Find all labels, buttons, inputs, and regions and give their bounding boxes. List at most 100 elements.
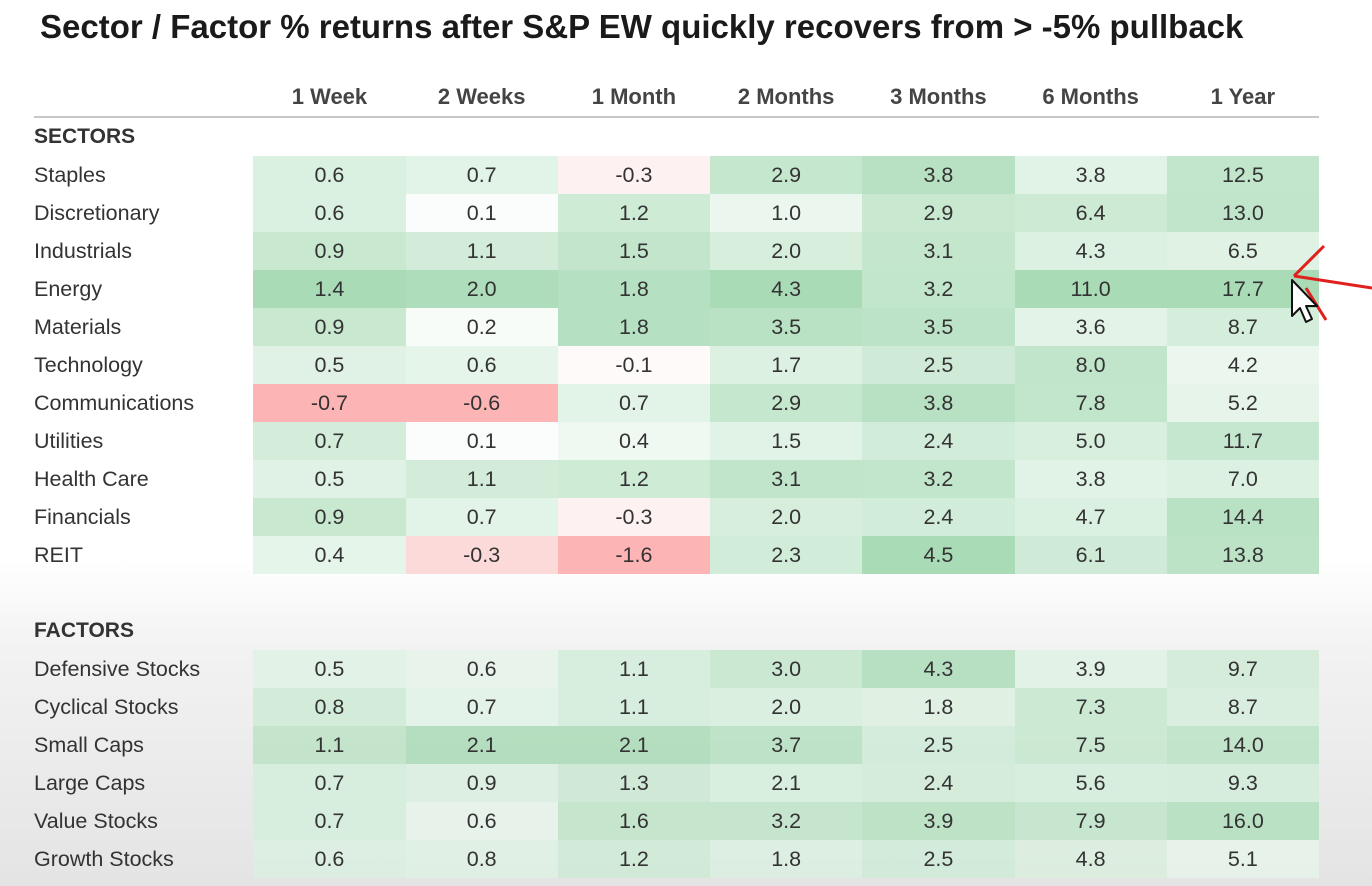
column-header: 1 Year [1166, 78, 1319, 118]
heatmap-cell: 13.0 [1166, 194, 1319, 232]
heatmap-cell: 1.0 [710, 194, 863, 232]
heatmap-cell: -0.1 [557, 346, 711, 384]
heatmap-cell: 0.6 [405, 802, 558, 840]
heatmap-cell: 3.8 [862, 384, 1015, 422]
heatmap-cell: 4.7 [1014, 498, 1167, 536]
heatmap-cell: 4.5 [862, 536, 1015, 574]
heatmap-cell: 0.9 [253, 308, 406, 346]
column-header: 2 Months [710, 78, 863, 118]
heatmap-cell: 1.5 [557, 232, 711, 270]
heatmap-cell: -0.3 [557, 156, 711, 194]
table-row: Large Caps 0.7 0.9 1.3 2.1 2.4 5.6 9.3 [34, 764, 1319, 802]
heatmap-cell: 9.7 [1166, 650, 1319, 688]
table-row: Value Stocks 0.7 0.6 1.6 3.2 3.9 7.9 16.0 [34, 802, 1319, 840]
heatmap-cell: 0.6 [405, 346, 558, 384]
heatmap-cell: 1.8 [557, 270, 711, 308]
heatmap-cell: 1.8 [557, 308, 711, 346]
spacer-cell [34, 574, 1319, 612]
heatmap-cell: 13.8 [1166, 536, 1319, 574]
heatmap-cell: 1.5 [710, 422, 863, 460]
table-row: REIT 0.4 -0.3 -1.6 2.3 4.5 6.1 13.8 [34, 536, 1319, 574]
annotation-arrow-cursor-icon [1291, 244, 1372, 323]
row-label: Industrials [34, 238, 132, 263]
row-label: REIT [34, 542, 83, 567]
section-label: FACTORS [34, 619, 134, 642]
heatmap-cell: 0.4 [253, 536, 406, 574]
heatmap-cell: -0.3 [405, 536, 558, 574]
row-label: Growth Stocks [34, 846, 174, 871]
heatmap-cell: 3.5 [710, 308, 863, 346]
heatmap-cell: 2.0 [710, 232, 863, 270]
heatmap-cell: 2.5 [862, 726, 1015, 764]
heatmap-cell: 7.5 [1014, 726, 1167, 764]
heatmap-cell: 5.1 [1166, 840, 1319, 878]
row-label: Small Caps [34, 732, 144, 757]
heatmap-cell: 1.2 [557, 460, 711, 498]
heatmap-cell: 2.1 [557, 726, 711, 764]
row-label: Materials [34, 314, 122, 339]
heatmap-cell: 2.4 [862, 422, 1015, 460]
table-row: Small Caps 1.1 2.1 2.1 3.7 2.5 7.5 14.0 [34, 726, 1319, 764]
heatmap-cell: 6.1 [1014, 536, 1167, 574]
heatmap-cell: 0.8 [405, 840, 558, 878]
table-row: Industrials 0.9 1.1 1.5 2.0 3.1 4.3 6.5 [34, 232, 1319, 270]
heatmap-cell: -0.7 [253, 384, 406, 422]
heatmap-cell: 2.5 [862, 346, 1015, 384]
column-header: 1 Month [557, 78, 711, 118]
heatmap-cell: 1.7 [710, 346, 863, 384]
section-label: SECTORS [34, 125, 136, 148]
table-row: Defensive Stocks 0.5 0.6 1.1 3.0 4.3 3.9 9.7 [34, 650, 1319, 688]
heatmap-cell: 0.7 [405, 498, 558, 536]
heatmap-cell: 11.7 [1166, 422, 1319, 460]
table-row: Discretionary 0.6 0.1 1.2 1.0 2.9 6.4 13.0 [34, 194, 1319, 232]
table-row: Utilities 0.7 0.1 0.4 1.5 2.4 5.0 11.7 [34, 422, 1319, 460]
heatmap-cell: 1.8 [862, 688, 1015, 726]
row-label: Health Care [34, 466, 149, 491]
heatmap-cell: 4.3 [710, 270, 863, 308]
heatmap-cell: 7.3 [1014, 688, 1167, 726]
heatmap-cell: 2.9 [710, 156, 863, 194]
heatmap-cell: 3.2 [862, 270, 1015, 308]
heatmap-cell: 0.7 [405, 156, 558, 194]
heatmap-cell: 0.7 [405, 688, 558, 726]
heatmap-cell: 0.7 [253, 764, 406, 802]
header-row: 1 Week 2 Weeks 1 Month 2 Months 3 Months 6 Mo… [34, 78, 1319, 118]
row-label: Large Caps [34, 770, 146, 795]
heatmap-cell: 1.3 [557, 764, 711, 802]
heatmap-cell: 0.5 [253, 460, 406, 498]
heatmap-cell: 7.8 [1014, 384, 1167, 422]
heatmap-cell: 0.5 [253, 346, 406, 384]
heatmap-cell: 1.1 [557, 650, 711, 688]
heatmap-cell: 7.0 [1166, 460, 1319, 498]
heatmap-cell: 1.1 [405, 232, 558, 270]
column-header: 3 Months [862, 78, 1015, 118]
heatmap-cell: 1.1 [405, 460, 558, 498]
table-row: Energy 1.4 2.0 1.8 4.3 3.2 11.0 17.7 [34, 270, 1319, 308]
row-label: Discretionary [34, 200, 160, 225]
heatmap-cell: 2.1 [405, 726, 558, 764]
table-row: Cyclical Stocks 0.8 0.7 1.1 2.0 1.8 7.3 8.7 [34, 688, 1319, 726]
heatmap-cell: 8.7 [1166, 688, 1319, 726]
heatmap-cell: 2.9 [862, 194, 1015, 232]
heatmap-cell: 16.0 [1166, 802, 1319, 840]
chart-title: Sector / Factor % returns after S&P EW q… [40, 8, 1244, 45]
row-label: Defensive Stocks [34, 656, 201, 681]
heatmap-cell: 0.1 [405, 422, 558, 460]
heatmap-cell: 2.0 [405, 270, 558, 308]
table-row: Communications -0.7 -0.6 0.7 2.9 3.8 7.8 5.2 [34, 384, 1319, 422]
heatmap-cell: 3.5 [862, 308, 1015, 346]
heatmap-cell: 3.8 [1014, 156, 1167, 194]
heatmap-cell: 0.1 [405, 194, 558, 232]
heatmap-cell: 0.7 [253, 422, 406, 460]
heatmap-cell: 5.2 [1166, 384, 1319, 422]
heatmap-cell: 3.8 [862, 156, 1015, 194]
heatmap-cell: 2.0 [710, 688, 863, 726]
row-label: Cyclical Stocks [34, 694, 179, 719]
heatmap-cell: 2.4 [862, 498, 1015, 536]
heatmap-cell: 3.0 [710, 650, 863, 688]
returns-heatmap-table: 1 Week 2 Weeks 1 Month 2 Months 3 Months 6 Mo… [34, 78, 1319, 878]
heatmap-cell: 5.0 [1014, 422, 1167, 460]
heatmap-cell: 4.3 [862, 650, 1015, 688]
heatmap-cell: 14.4 [1166, 498, 1319, 536]
row-label: Financials [34, 504, 131, 529]
